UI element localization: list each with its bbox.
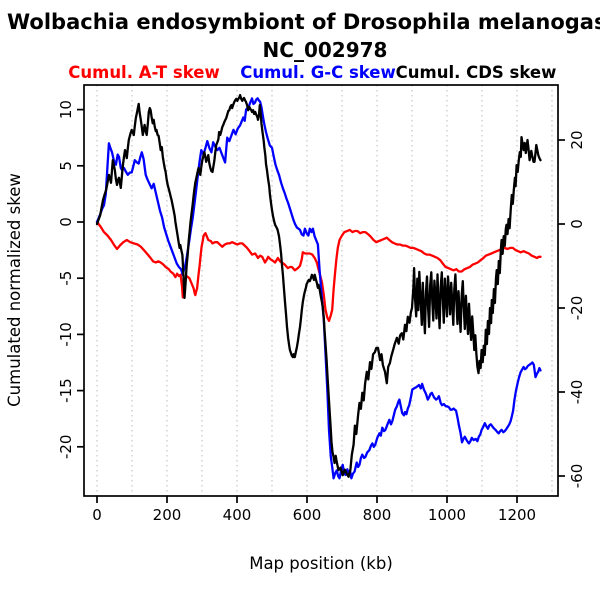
x-tick-label-600: 600 bbox=[293, 506, 322, 524]
x-tick-label-400: 400 bbox=[223, 506, 252, 524]
y-right-tick-label--60: -60 bbox=[568, 464, 586, 489]
x-tick-label-1000: 1000 bbox=[428, 506, 466, 524]
gridlines bbox=[96, 85, 553, 496]
chart-title: Wolbachia endosymbiont of Drosophila mel… bbox=[7, 10, 600, 34]
legend-at-skew: Cumul. A-T skew bbox=[68, 63, 219, 82]
x-tick-label-1200: 1200 bbox=[498, 506, 536, 524]
chart-subtitle: NC_002978 bbox=[263, 38, 388, 62]
y-right-tick-label-0: 0 bbox=[568, 219, 586, 229]
y-left-tick-label--5: -5 bbox=[57, 271, 75, 286]
x-tick-label-800: 800 bbox=[363, 506, 392, 524]
plot-box bbox=[83, 84, 559, 497]
y-axis-title: Cumulated normalized skew bbox=[5, 173, 24, 407]
plot-frame bbox=[83, 84, 559, 497]
legend-cds-skew: Cumul. CDS skew bbox=[396, 63, 557, 82]
x-axis-title: Map position (kb) bbox=[249, 554, 393, 573]
y-left-tick-label--20: -20 bbox=[57, 435, 75, 460]
y-right-tick-label-20: 20 bbox=[568, 130, 586, 149]
x-tick-label-200: 200 bbox=[153, 506, 182, 524]
legend-gc-skew: Cumul. G-C skew bbox=[240, 63, 396, 82]
y-left-tick-label-5: 5 bbox=[57, 161, 75, 171]
y-right-tick-label--40: -40 bbox=[568, 380, 586, 405]
y-left-tick-label--10: -10 bbox=[57, 322, 75, 347]
y-left-tick-label-10: 10 bbox=[57, 100, 75, 119]
axis-ticks bbox=[77, 108, 565, 503]
axis-tick-labels: 0 200 400 600 800 1000 12001050-5-10-15-20200-… bbox=[57, 100, 586, 524]
y-left-tick-label-0: 0 bbox=[57, 217, 75, 227]
series-lines bbox=[95, 93, 542, 480]
y-left-tick-label--15: -15 bbox=[57, 378, 75, 403]
series-line-cumul-cds-skew bbox=[95, 93, 542, 478]
x-tick-label-0: 0 bbox=[92, 506, 102, 524]
y-right-tick-label--20: -20 bbox=[568, 296, 586, 321]
